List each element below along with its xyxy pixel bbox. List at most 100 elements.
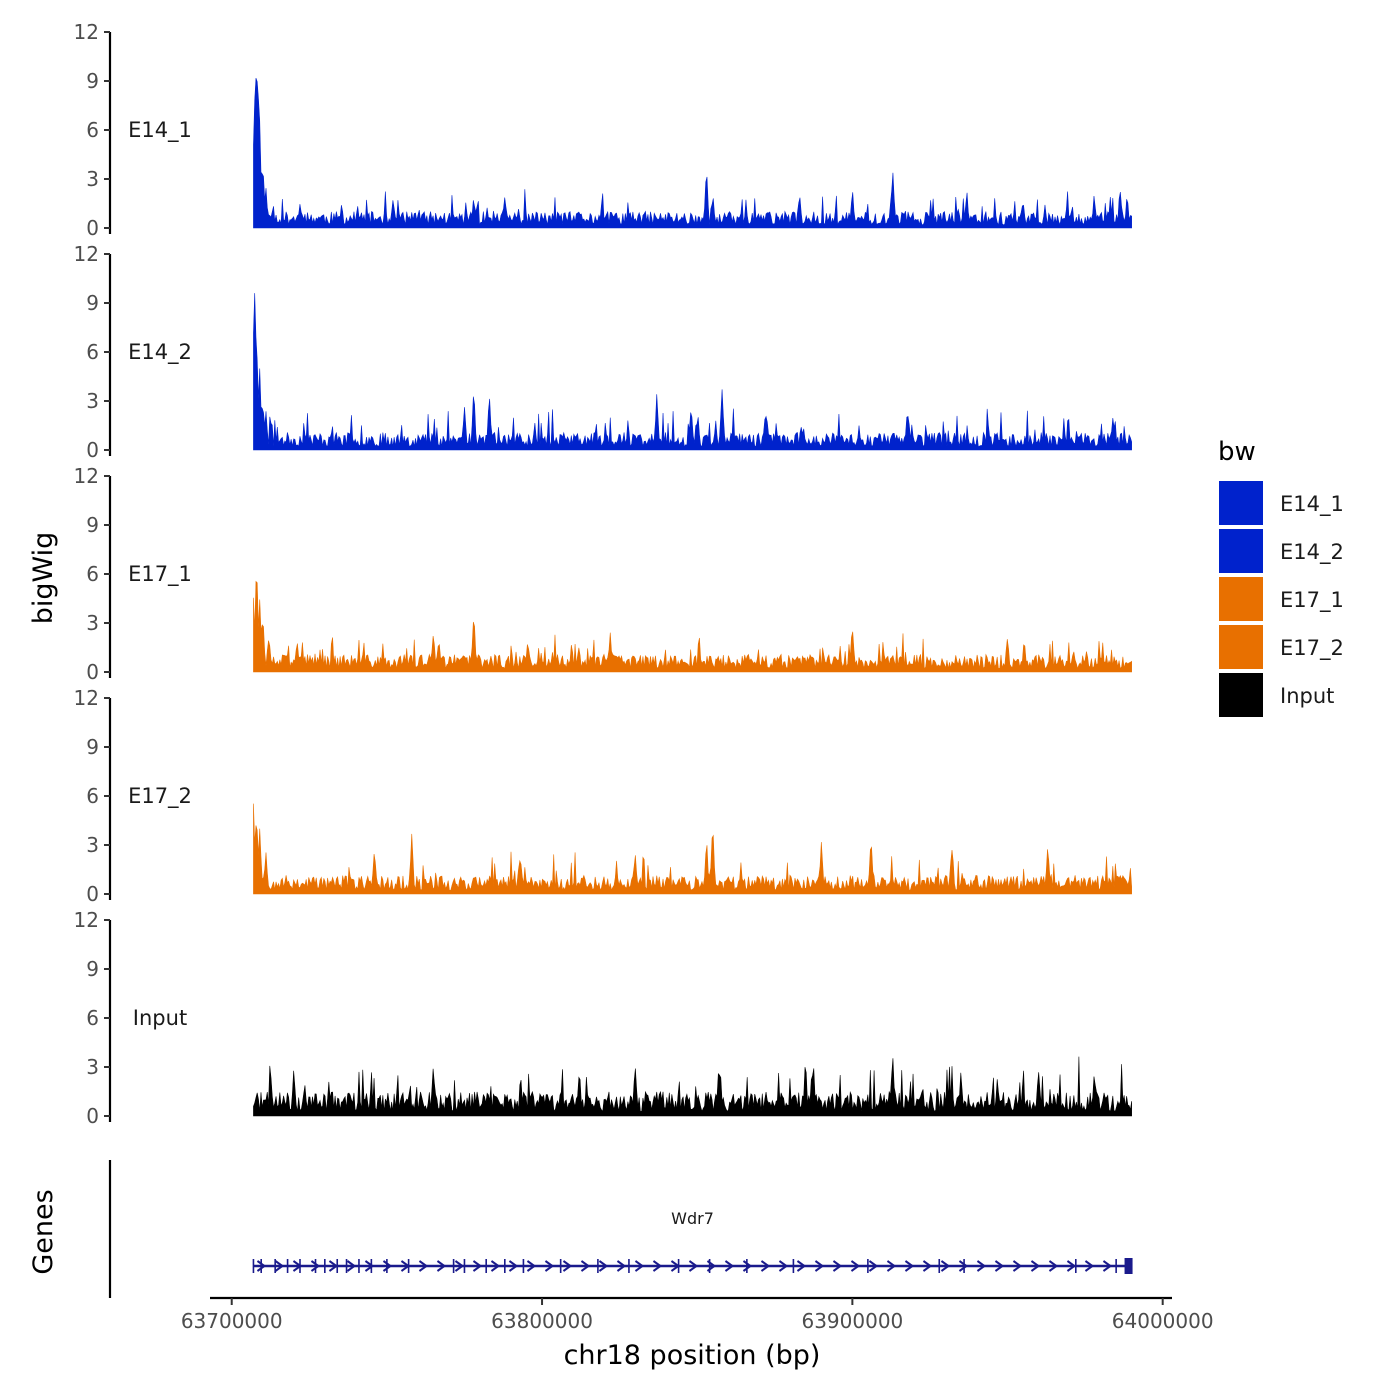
strand-arrow [760,1260,771,1272]
y-tick-label: 12 [74,686,99,710]
genes-axis-title: Genes [28,1189,59,1274]
y-tick-label: 6 [86,340,99,364]
track-panel-e14-1: 0 3 6 9 12 E14_1 [74,20,1132,240]
gene-exon [1115,1259,1117,1273]
gene-exon [314,1259,317,1273]
track-label: E17_2 [128,784,192,809]
x-tick-label: 63800000 [491,1309,593,1333]
gene-exon [358,1259,360,1273]
strand-arrow [1048,1260,1059,1272]
strand-arrow [328,1260,339,1272]
legend-label: Input [1280,684,1334,708]
strand-arrow [814,1260,825,1272]
strand-arrow [346,1260,357,1272]
gene-exon [260,1259,263,1273]
legend-label: E17_2 [1280,636,1344,661]
coverage-area-input [253,1056,1132,1117]
gene-exon [1124,1258,1133,1274]
strand-arrow [598,1260,609,1272]
gene-exon [792,1259,795,1273]
strand-arrow [508,1260,519,1272]
strand-arrow [652,1260,663,1272]
y-tick-label: 9 [86,735,99,759]
strand-arrow [418,1260,429,1272]
coverage-area-e14-2 [253,293,1132,451]
legend-label: E14_1 [1280,492,1344,517]
gene-exon [485,1259,487,1273]
gene-exon [963,1259,965,1273]
coverage-area-e17-2 [253,803,1132,895]
y-tick-label: 3 [86,1055,99,1079]
strand-arrow [274,1260,285,1272]
y-tick-label: 12 [74,242,99,266]
gene-exon [274,1259,276,1273]
y-tick-label: 0 [86,216,99,240]
strand-arrow [400,1260,411,1272]
strand-arrow [940,1260,951,1272]
track-panel-e17-1: 0 3 6 9 12 E17_1 [74,464,1132,684]
x-tick-label: 63700000 [181,1309,283,1333]
strand-arrow [364,1260,375,1272]
gene-exon [938,1259,941,1273]
y-tick-label: 3 [86,167,99,191]
strand-arrow [472,1260,483,1272]
gene-exon [386,1259,388,1273]
strand-arrow [904,1260,915,1272]
gene-label: Wdr7 [671,1209,714,1228]
strand-arrow [706,1260,717,1272]
x-axis: 63700000 63800000 63900000 64000000 [181,1296,1214,1333]
strand-arrow [310,1260,321,1272]
y-tick-label: 0 [86,882,99,906]
gene-exon [597,1259,599,1273]
y-tick-label: 3 [86,611,99,635]
legend-key-e14-2 [1217,527,1265,575]
y-tick-label: 9 [86,69,99,93]
strand-arrow [454,1260,465,1272]
y-tick-label: 12 [74,20,99,44]
strand-arrow [1102,1260,1113,1272]
y-tick-label: 6 [86,1006,99,1030]
gene-exon [867,1259,869,1273]
y-tick-label: 3 [86,833,99,857]
y-tick-label: 0 [86,1104,99,1128]
y-tick-label: 6 [86,562,99,586]
strand-arrow [976,1260,987,1272]
y-tick-label: 6 [86,784,99,808]
track-panel-input: 0 3 6 9 12 Input [74,908,1132,1128]
strand-arrow [778,1260,789,1272]
y-tick-label: 9 [86,513,99,537]
legend-label: E17_1 [1280,588,1344,613]
track-label: E14_2 [128,340,192,365]
strand-arrow [634,1260,645,1272]
strand-arrow [490,1260,501,1272]
strand-arrow [526,1260,537,1272]
gene-exon [504,1259,506,1273]
legend-key-e17-1 [1217,575,1265,623]
strand-arrow [1084,1260,1095,1272]
strand-arrow [436,1260,447,1272]
coverage-area-e14-1 [253,78,1132,229]
strand-arrow [544,1260,555,1272]
track-label: E14_1 [128,118,192,143]
y-tick-label: 3 [86,389,99,413]
gene-track-panel: Wdr7 [108,1160,1133,1298]
strand-arrow [724,1260,735,1272]
legend-key-input [1217,671,1265,719]
strand-arrow [868,1260,879,1272]
strand-arrow [832,1260,843,1272]
gene-exon [559,1259,562,1273]
strand-arrow [580,1260,591,1272]
y-tick-label: 0 [86,660,99,684]
strand-arrow [562,1260,573,1272]
legend-title: bw [1218,437,1256,467]
strand-arrow [922,1260,933,1272]
track-panels: 0 3 6 9 12 E14_1 0 3 6 9 12 E14_2 0 3 6 9 12 E17_1 0 3 6 9 12 E… [74,20,1132,1128]
y-tick-label: 12 [74,464,99,488]
strand-arrow [742,1260,753,1272]
gene-exon [324,1259,326,1273]
strand-arrow [256,1260,267,1272]
coverage-area-e17-1 [253,580,1132,673]
strand-arrow [958,1260,969,1272]
legend-key-e14-1 [1217,479,1265,527]
